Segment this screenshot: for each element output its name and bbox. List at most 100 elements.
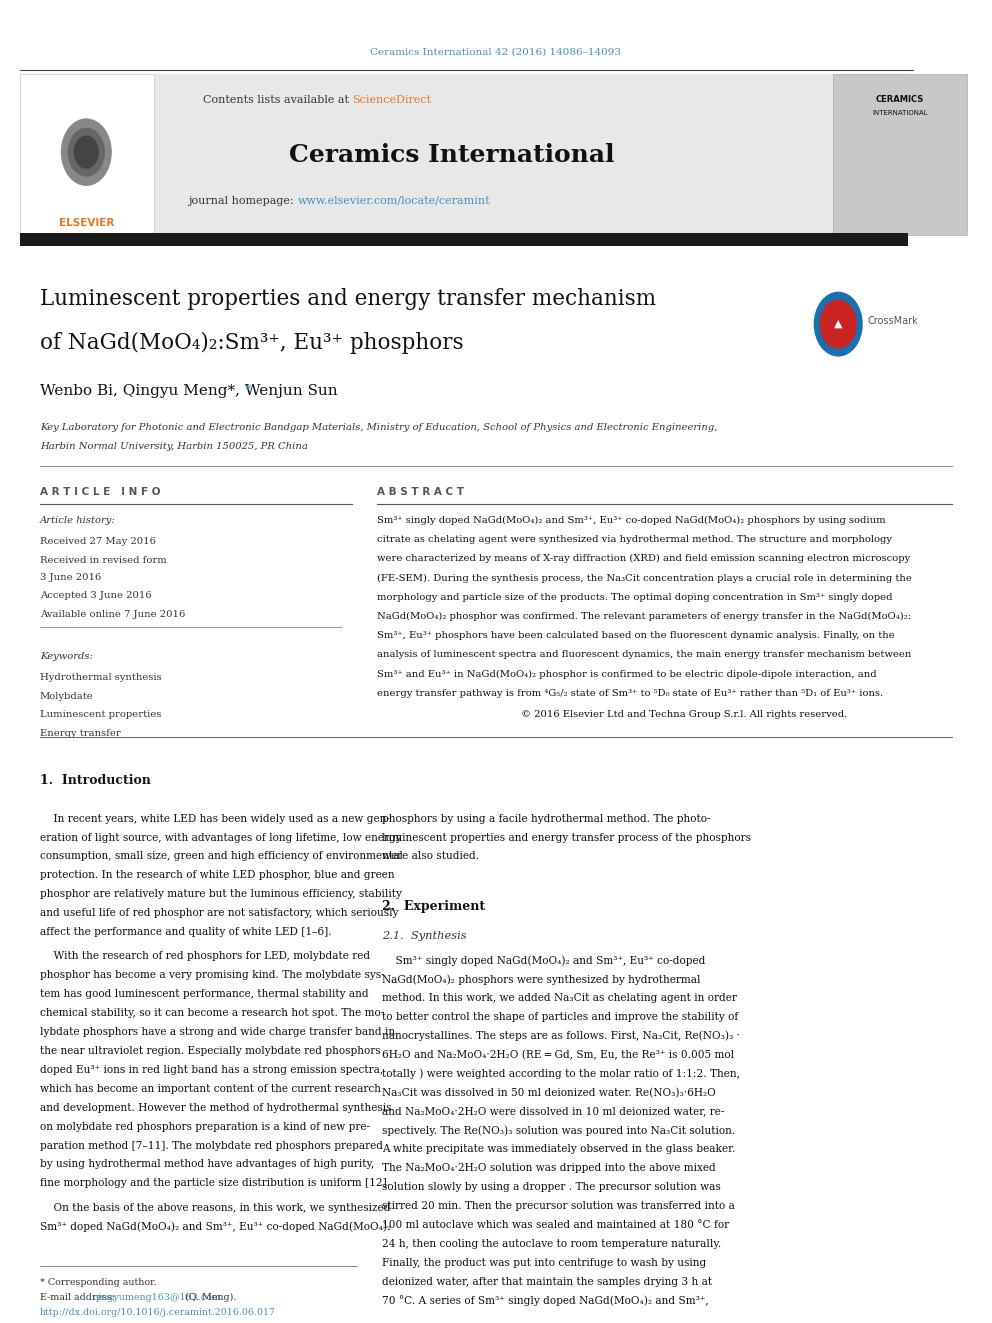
Text: Sm³⁺ singly doped NaGd(MoO₄)₂ and Sm³⁺, Eu³⁺ co-doped: Sm³⁺ singly doped NaGd(MoO₄)₂ and Sm³⁺, … bbox=[382, 955, 705, 966]
Text: NaGd(MoO₄)₂ phosphor was confirmed. The relevant parameters of energy transfer i: NaGd(MoO₄)₂ phosphor was confirmed. The … bbox=[377, 613, 911, 620]
Text: (FE-SEM). During the synthesis process, the Na₃Cit concentration plays a crucial: (FE-SEM). During the synthesis process, … bbox=[377, 574, 912, 582]
Text: CrossMark: CrossMark bbox=[868, 316, 919, 327]
Text: (Q. Meng).: (Q. Meng). bbox=[182, 1293, 236, 1302]
Text: Sm³⁺ and Eu³⁺ in NaGd(MoO₄)₂ phosphor is confirmed to be electric dipole-dipole : Sm³⁺ and Eu³⁺ in NaGd(MoO₄)₂ phosphor is… bbox=[377, 669, 877, 679]
Text: E-mail address:: E-mail address: bbox=[40, 1293, 118, 1302]
Text: journal homepage:: journal homepage: bbox=[188, 196, 298, 206]
Text: 6H₂O and Na₂MoO₄·2H₂O (RE = Gd, Sm, Eu, the Re³⁺ is 0.005 mol: 6H₂O and Na₂MoO₄·2H₂O (RE = Gd, Sm, Eu, … bbox=[382, 1049, 734, 1060]
Text: phosphor are relatively mature but the luminous efficiency, stability: phosphor are relatively mature but the l… bbox=[40, 889, 402, 900]
Text: Available online 7 June 2016: Available online 7 June 2016 bbox=[40, 610, 185, 619]
Text: phosphors by using a facile hydrothermal method. The photo-: phosphors by using a facile hydrothermal… bbox=[382, 814, 710, 824]
Bar bbox=[20, 74, 154, 235]
Text: analysis of luminescent spectra and fluorescent dynamics, the main energy transf: analysis of luminescent spectra and fluo… bbox=[377, 650, 912, 659]
Text: method. In this work, we added Na₃Cit as chelating agent in order: method. In this work, we added Na₃Cit as… bbox=[382, 992, 737, 1003]
Text: Article history:: Article history: bbox=[40, 516, 115, 525]
Text: On the basis of the above reasons, in this work, we synthesized: On the basis of the above reasons, in th… bbox=[40, 1203, 390, 1213]
Text: luminescent properties and energy transfer process of the phosphors: luminescent properties and energy transf… bbox=[382, 832, 751, 843]
Text: were also studied.: were also studied. bbox=[382, 852, 479, 861]
Text: deionized water, after that maintain the samples drying 3 h at: deionized water, after that maintain the… bbox=[382, 1277, 712, 1287]
Text: Received 27 May 2016: Received 27 May 2016 bbox=[40, 537, 156, 546]
Circle shape bbox=[814, 292, 862, 356]
Text: Accepted 3 June 2016: Accepted 3 June 2016 bbox=[40, 591, 152, 601]
Text: morphology and particle size of the products. The optimal doping concentration i: morphology and particle size of the prod… bbox=[377, 593, 893, 602]
Text: Wenbo Bi, Qingyu Meng*, Wenjun Sun: Wenbo Bi, Qingyu Meng*, Wenjun Sun bbox=[40, 384, 337, 398]
Text: and development. However the method of hydrothermal synthesis: and development. However the method of h… bbox=[40, 1102, 391, 1113]
Text: http://dx.doi.org/10.1016/j.ceramint.2016.06.017: http://dx.doi.org/10.1016/j.ceramint.201… bbox=[40, 1308, 276, 1318]
Text: Harbin Normal University, Harbin 150025, PR China: Harbin Normal University, Harbin 150025,… bbox=[40, 442, 308, 451]
Text: NaGd(MoO₄)₂ phosphors were synthesized by hydrothermal: NaGd(MoO₄)₂ phosphors were synthesized b… bbox=[382, 974, 700, 984]
Text: Na₃Cit was dissolved in 50 ml deionized water. Re(NO₃)₃·6H₂O: Na₃Cit was dissolved in 50 ml deionized … bbox=[382, 1088, 715, 1098]
Text: Keywords:: Keywords: bbox=[40, 652, 92, 662]
Circle shape bbox=[74, 136, 98, 168]
Text: Received in revised form: Received in revised form bbox=[40, 556, 167, 565]
Text: eration of light source, with advantages of long lifetime, low energy: eration of light source, with advantages… bbox=[40, 832, 402, 843]
Text: A B S T R A C T: A B S T R A C T bbox=[377, 487, 464, 497]
Text: lybdate phosphors have a strong and wide charge transfer band in: lybdate phosphors have a strong and wide… bbox=[40, 1027, 395, 1037]
Bar bbox=[20, 74, 908, 235]
Text: affect the performance and quality of white LED [1–6].: affect the performance and quality of wh… bbox=[40, 927, 331, 937]
Text: by using hydrothermal method have advantages of high purity,: by using hydrothermal method have advant… bbox=[40, 1159, 374, 1170]
Text: 100 ml autoclave which was sealed and maintained at 180 °C for: 100 ml autoclave which was sealed and ma… bbox=[382, 1220, 729, 1230]
Circle shape bbox=[68, 128, 104, 176]
Text: © 2016 Elsevier Ltd and Techna Group S.r.l. All rights reserved.: © 2016 Elsevier Ltd and Techna Group S.r… bbox=[522, 710, 847, 720]
Bar bbox=[833, 74, 967, 235]
Text: 2.1.  Synthesis: 2.1. Synthesis bbox=[382, 931, 466, 941]
Text: stirred 20 min. Then the precursor solution was transferred into a: stirred 20 min. Then the precursor solut… bbox=[382, 1201, 735, 1211]
Text: 3 June 2016: 3 June 2016 bbox=[40, 573, 101, 582]
Text: *: * bbox=[245, 384, 251, 397]
Text: tem has good luminescent performance, thermal stability and: tem has good luminescent performance, th… bbox=[40, 990, 368, 999]
Text: Sm³⁺ singly doped NaGd(MoO₄)₂ and Sm³⁺, Eu³⁺ co-doped NaGd(MoO₄)₂ phosphors by u: Sm³⁺ singly doped NaGd(MoO₄)₂ and Sm³⁺, … bbox=[377, 516, 886, 525]
Text: A white precipitate was immediately observed in the glass beaker.: A white precipitate was immediately obse… bbox=[382, 1144, 735, 1154]
Text: chemical stability, so it can become a research hot spot. The mo-: chemical stability, so it can become a r… bbox=[40, 1008, 384, 1019]
Text: Molybdate: Molybdate bbox=[40, 692, 93, 701]
Text: phosphor has become a very promising kind. The molybdate sys-: phosphor has become a very promising kin… bbox=[40, 970, 384, 980]
Text: spectively. The Re(NO₃)₃ solution was poured into Na₃Cit solution.: spectively. The Re(NO₃)₃ solution was po… bbox=[382, 1126, 735, 1136]
Text: fine morphology and the particle size distribution is uniform [12].: fine morphology and the particle size di… bbox=[40, 1179, 390, 1188]
Text: doped Eu³⁺ ions in red light band has a strong emission spectra,: doped Eu³⁺ ions in red light band has a … bbox=[40, 1065, 383, 1074]
Text: 70 °C. A series of Sm³⁺ singly doped NaGd(MoO₄)₂ and Sm³⁺,: 70 °C. A series of Sm³⁺ singly doped NaG… bbox=[382, 1295, 708, 1307]
Text: The Na₂MoO₄·2H₂O solution was dripped into the above mixed: The Na₂MoO₄·2H₂O solution was dripped in… bbox=[382, 1163, 715, 1174]
Text: Sm³⁺ doped NaGd(MoO₄)₂ and Sm³⁺, Eu³⁺ co-doped NaGd(MoO₄)₂: Sm³⁺ doped NaGd(MoO₄)₂ and Sm³⁺, Eu³⁺ co… bbox=[40, 1221, 391, 1232]
Text: Luminescent properties: Luminescent properties bbox=[40, 710, 161, 720]
Text: on molybdate red phosphors preparation is a kind of new pre-: on molybdate red phosphors preparation i… bbox=[40, 1122, 370, 1131]
Text: nanocrystallines. The steps are as follows. First, Na₃Cit, Re(NO₃)₃ ·: nanocrystallines. The steps are as follo… bbox=[382, 1031, 740, 1041]
Text: Key Laboratory for Photonic and Electronic Bandgap Materials, Ministry of Educat: Key Laboratory for Photonic and Electron… bbox=[40, 423, 717, 433]
Text: A R T I C L E   I N F O: A R T I C L E I N F O bbox=[40, 487, 160, 497]
Text: and useful life of red phosphor are not satisfactory, which seriously: and useful life of red phosphor are not … bbox=[40, 908, 398, 918]
Text: www.elsevier.com/locate/ceramint: www.elsevier.com/locate/ceramint bbox=[298, 196, 490, 206]
Text: to better control the shape of particles and improve the stability of: to better control the shape of particles… bbox=[382, 1012, 738, 1021]
Text: 2.  Experiment: 2. Experiment bbox=[382, 900, 485, 913]
Text: Energy transfer: Energy transfer bbox=[40, 729, 120, 738]
Text: were characterized by means of X-ray diffraction (XRD) and field emission scanni: were characterized by means of X-ray dif… bbox=[377, 554, 911, 564]
Text: INTERNATIONAL: INTERNATIONAL bbox=[872, 110, 928, 116]
Text: Ceramics International: Ceramics International bbox=[289, 143, 614, 167]
Circle shape bbox=[820, 300, 856, 348]
Text: * Corresponding author.: * Corresponding author. bbox=[40, 1278, 157, 1287]
Text: 1.  Introduction: 1. Introduction bbox=[40, 774, 151, 787]
Text: 24 h, then cooling the autoclave to room temperature naturally.: 24 h, then cooling the autoclave to room… bbox=[382, 1238, 721, 1249]
Text: solution slowly by using a dropper . The precursor solution was: solution slowly by using a dropper . The… bbox=[382, 1181, 720, 1192]
Text: totally ) were weighted according to the molar ratio of 1:1:2. Then,: totally ) were weighted according to the… bbox=[382, 1069, 740, 1080]
Text: Hydrothermal synthesis: Hydrothermal synthesis bbox=[40, 673, 162, 683]
Text: energy transfer pathway is from ⁴G₅/₂ state of Sm³⁺ to ⁵D₀ state of Eu³⁺ rather : energy transfer pathway is from ⁴G₅/₂ st… bbox=[377, 689, 883, 697]
Text: protection. In the research of white LED phosphor, blue and green: protection. In the research of white LED… bbox=[40, 871, 394, 880]
Text: Contents lists available at: Contents lists available at bbox=[202, 95, 352, 106]
Text: of NaGd(MoO₄)₂:Sm³⁺, Eu³⁺ phosphors: of NaGd(MoO₄)₂:Sm³⁺, Eu³⁺ phosphors bbox=[40, 332, 463, 355]
Text: In recent years, white LED has been widely used as a new gen-: In recent years, white LED has been wide… bbox=[40, 814, 390, 824]
Text: Finally, the product was put into centrifuge to wash by using: Finally, the product was put into centri… bbox=[382, 1258, 706, 1267]
Text: ScienceDirect: ScienceDirect bbox=[352, 95, 432, 106]
Text: ▲: ▲ bbox=[834, 319, 842, 329]
Text: With the research of red phosphors for LED, molybdate red: With the research of red phosphors for L… bbox=[40, 951, 370, 962]
Text: Ceramics International 42 (2016) 14086–14093: Ceramics International 42 (2016) 14086–1… bbox=[370, 48, 622, 57]
Text: ELSEVIER: ELSEVIER bbox=[59, 218, 114, 229]
Text: the near ultraviolet region. Especially molybdate red phosphors: the near ultraviolet region. Especially … bbox=[40, 1046, 380, 1056]
Text: citrate as chelating agent were synthesized via hydrothermal method. The structu: citrate as chelating agent were synthesi… bbox=[377, 536, 892, 544]
Text: which has become an important content of the current research: which has become an important content of… bbox=[40, 1084, 381, 1094]
Text: and Na₂MoO₄·2H₂O were dissolved in 10 ml deionized water, re-: and Na₂MoO₄·2H₂O were dissolved in 10 ml… bbox=[382, 1106, 724, 1117]
Text: Sm³⁺, Eu³⁺ phosphors have been calculated based on the fluorescent dynamic analy: Sm³⁺, Eu³⁺ phosphors have been calculate… bbox=[377, 631, 895, 640]
Text: paration method [7–11]. The molybdate red phosphors prepared: paration method [7–11]. The molybdate re… bbox=[40, 1140, 383, 1151]
Text: consumption, small size, green and high efficiency of environmental: consumption, small size, green and high … bbox=[40, 852, 403, 861]
Text: qingyumeng163@163.com: qingyumeng163@163.com bbox=[92, 1293, 221, 1302]
Text: Luminescent properties and energy transfer mechanism: Luminescent properties and energy transf… bbox=[40, 288, 656, 311]
Text: CERAMICS: CERAMICS bbox=[876, 95, 924, 105]
